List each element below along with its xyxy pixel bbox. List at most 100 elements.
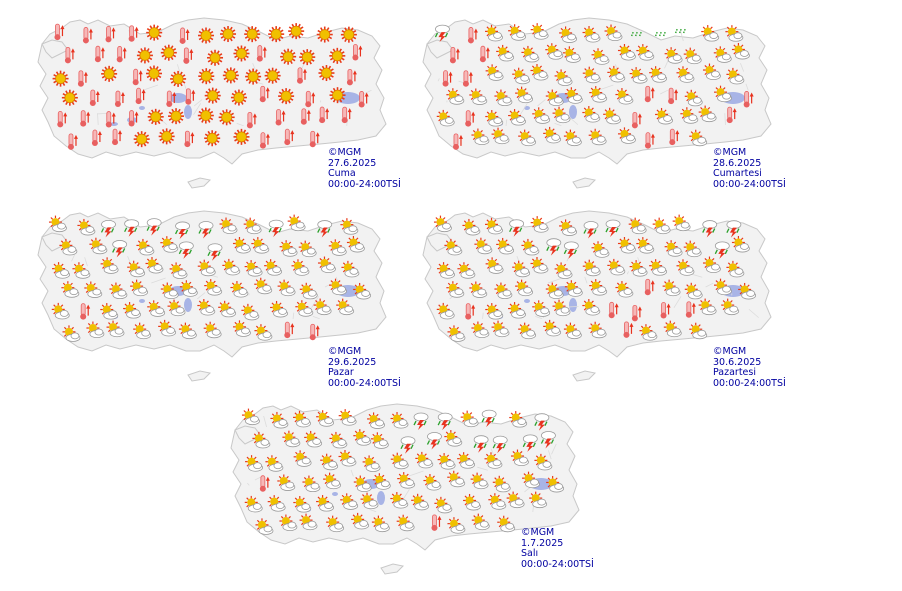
thermometer-hot-icon: [465, 303, 476, 320]
partly-cloudy-icon: [277, 474, 296, 491]
partly-cloudy-icon: [245, 455, 263, 472]
lake: [139, 299, 145, 303]
partly-cloudy-icon: [462, 218, 481, 236]
thermometer-hot-icon: [80, 303, 91, 320]
partly-cloudy-icon: [367, 412, 385, 429]
partly-cloudy-icon: [529, 491, 548, 509]
province-border: [143, 84, 159, 91]
partly-cloudy-icon: [701, 25, 720, 42]
partly-cloudy-icon: [530, 216, 549, 233]
partly-cloudy-icon: [738, 282, 757, 300]
partly-cloudy-icon: [48, 215, 67, 233]
partly-cloudy-icon: [494, 89, 513, 107]
turkey-map-2: [422, 17, 772, 189]
sun-icon: [230, 89, 247, 106]
sun-icon: [329, 47, 346, 64]
partly-cloudy-icon: [437, 453, 456, 470]
province-border: [236, 122, 244, 127]
sun-icon: [233, 45, 250, 62]
sun-icon: [268, 26, 285, 43]
partly-cloudy-icon: [663, 320, 682, 338]
partly-cloudy-icon: [232, 320, 251, 337]
partly-cloudy-icon: [564, 87, 583, 104]
thermometer-hot-icon: [442, 70, 453, 87]
partly-cloudy-icon: [552, 106, 571, 124]
lake: [569, 298, 577, 312]
thermometer-hot-icon: [644, 278, 655, 296]
province-border: [598, 84, 614, 91]
partly-cloudy-icon: [552, 299, 571, 317]
thermometer-hot-icon: [184, 130, 195, 148]
date-label: 28.6.2025: [713, 157, 762, 169]
lake: [524, 299, 530, 303]
partly-cloudy-icon: [702, 63, 721, 81]
map-panel-4: ©MGM 30.6.2025 Pazartesi 00:00-24:00TSİ: [413, 205, 786, 388]
partly-cloudy-icon: [160, 236, 179, 253]
partly-cloudy-icon: [287, 214, 306, 232]
partly-cloudy-icon: [689, 129, 708, 147]
partly-cloudy-icon: [370, 432, 389, 449]
partly-cloudy-icon: [340, 218, 359, 235]
province-border: [637, 257, 641, 267]
province-border: [311, 296, 320, 309]
partly-cloudy-icon: [353, 475, 372, 493]
partly-cloudy-icon: [530, 23, 549, 40]
thermometer-hot-icon: [275, 109, 286, 126]
partly-cloudy-icon: [676, 259, 695, 276]
thermometer-hot-icon: [105, 25, 116, 43]
partly-cloudy-icon: [545, 43, 564, 60]
thermometer-hot-icon: [431, 514, 442, 531]
partly-cloudy-icon: [279, 240, 298, 257]
thermometer-hot-icon: [341, 106, 352, 124]
partly-cloudy-icon: [106, 320, 125, 338]
cyprus-island: [380, 563, 405, 575]
partly-cloudy-icon: [179, 280, 198, 297]
partly-cloudy-icon: [471, 128, 490, 146]
partly-cloudy-icon: [145, 256, 164, 274]
province-border: [547, 277, 563, 284]
sun-icon: [318, 65, 335, 82]
sun-icon: [316, 26, 333, 43]
thermometer-hot-icon: [116, 46, 127, 63]
sun-icon: [244, 26, 261, 43]
partly-cloudy-icon: [683, 240, 702, 258]
partly-cloudy-icon: [52, 262, 70, 279]
thunderstorm-icon: [563, 241, 579, 259]
partly-cloudy-icon: [491, 320, 510, 338]
partly-cloudy-icon: [532, 107, 551, 124]
partly-cloudy-icon: [534, 453, 553, 471]
day-label: Cuma: [328, 168, 356, 179]
turkey-map-4: [422, 210, 772, 382]
partly-cloudy-icon: [457, 452, 476, 469]
partly-cloudy-icon: [270, 411, 289, 429]
sun-icon: [198, 68, 215, 85]
partly-cloudy-icon: [491, 127, 510, 145]
copyright-label: ©MGM: [713, 147, 747, 158]
partly-cloudy-icon: [629, 67, 648, 84]
partly-cloudy-icon: [316, 410, 335, 427]
partly-cloudy-icon: [672, 214, 691, 232]
sun-icon: [61, 89, 78, 106]
partly-cloudy-icon: [340, 493, 359, 510]
thermometer-hot-icon: [185, 88, 196, 105]
date-label: 1.7.2025: [521, 537, 564, 549]
partly-cloudy-icon: [219, 217, 238, 235]
thermometer-hot-icon: [358, 91, 369, 108]
map-caption-2: ©MGM 28.6.2025 Cumartesi 00:00-24:00TSİ: [713, 147, 786, 190]
partly-cloudy-icon: [649, 66, 668, 83]
province-border: [691, 273, 703, 278]
partly-cloudy-icon: [726, 67, 745, 85]
partly-cloudy-icon: [636, 44, 655, 61]
thermometer-hot-icon: [743, 91, 754, 108]
partly-cloudy-icon: [254, 277, 273, 295]
partly-cloudy-icon: [582, 26, 601, 43]
province-border: [519, 103, 528, 116]
thunderstorm-icon: [605, 219, 621, 238]
period-label: 00:00-24:00TSİ: [328, 178, 401, 190]
partly-cloudy-icon: [447, 517, 466, 534]
thrace-region: [41, 39, 69, 59]
partly-cloudy-icon: [218, 300, 237, 318]
partly-cloudy-icon: [684, 89, 703, 107]
province-border: [369, 508, 377, 513]
partly-cloudy-icon: [515, 86, 534, 104]
